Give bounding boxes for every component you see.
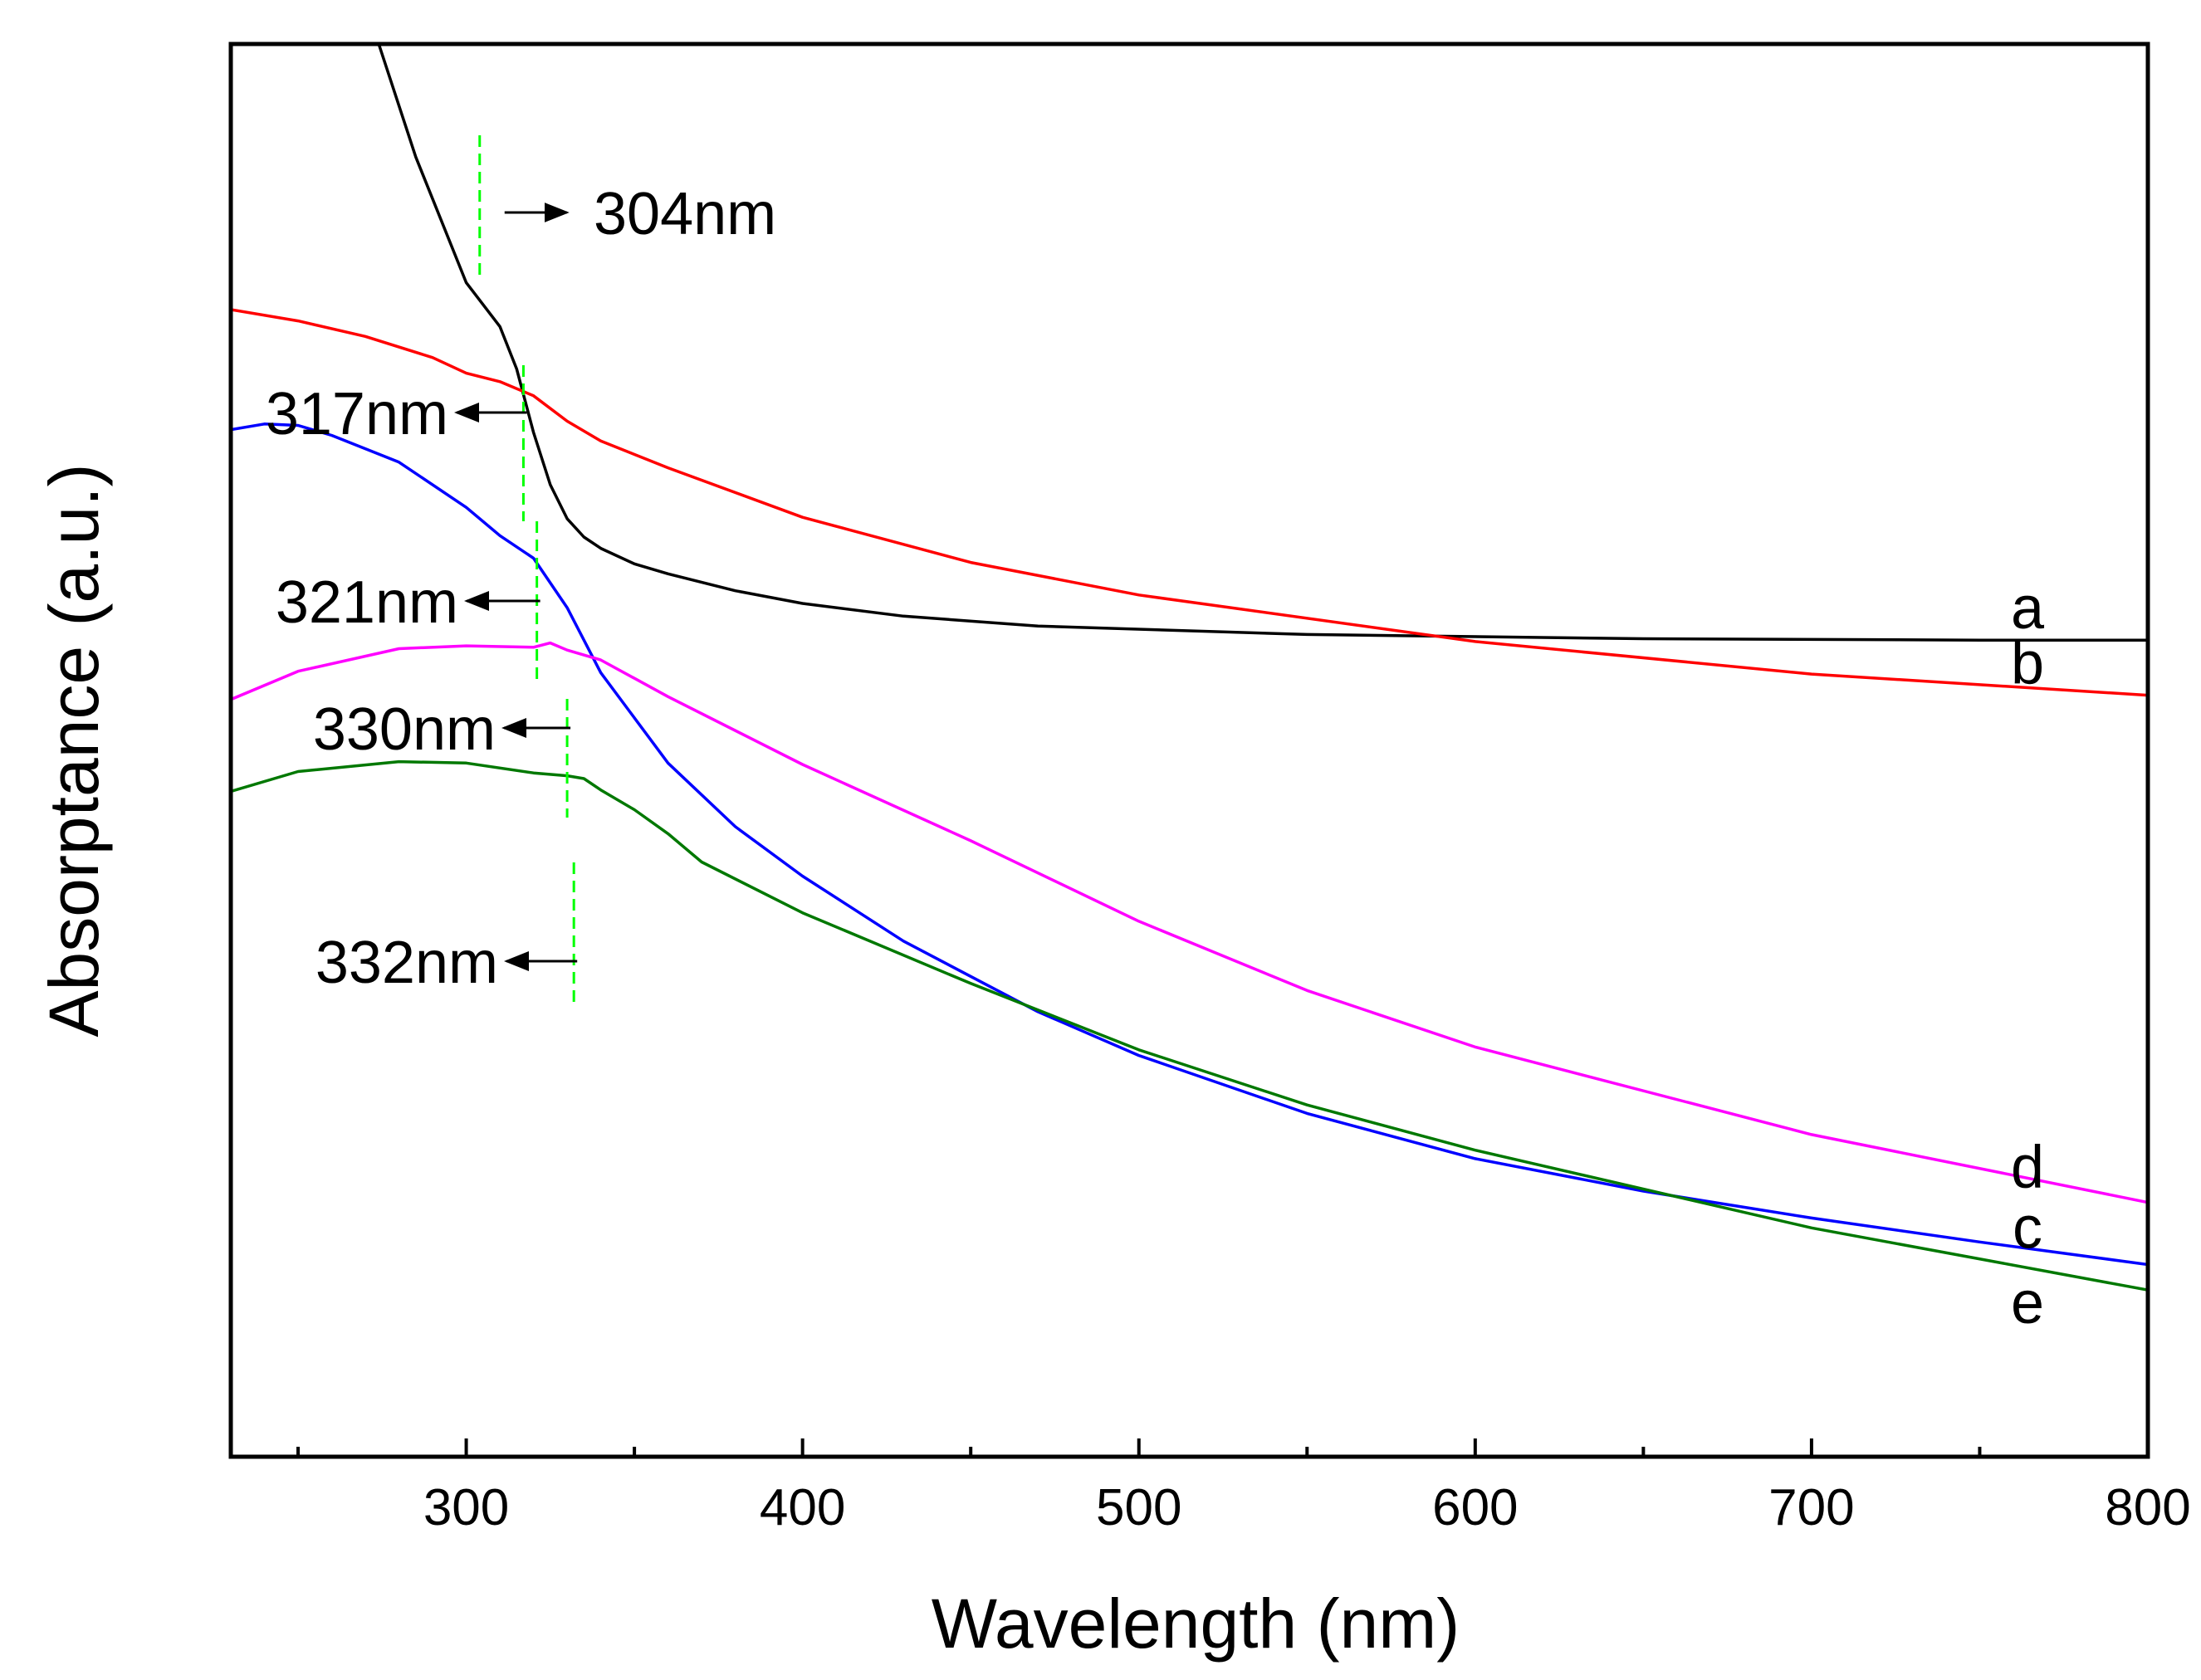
x-tick-label: 300 — [423, 1479, 509, 1536]
tick-layer: 300 400 500 600 700 800 — [296, 1438, 2191, 1536]
onset-label: 321nm — [276, 569, 458, 636]
series-label-a: a — [2011, 575, 2045, 642]
annotation-layer: 304nm 317nm 321nm 330nm 332nm — [266, 135, 776, 1007]
x-tick-label: 700 — [1768, 1479, 1854, 1536]
onset-label: 332nm — [315, 930, 498, 996]
series-label-e: e — [2011, 1270, 2044, 1336]
x-tick-label: 800 — [2105, 1479, 2190, 1536]
x-tick-label: 400 — [760, 1479, 845, 1536]
series-label-d: d — [2011, 1135, 2044, 1201]
plot-frame — [228, 42, 2150, 1459]
series-line-c — [231, 422, 2148, 1267]
x-axis-title: Wavelength (nm) — [932, 1585, 1460, 1663]
x-tick-label: 600 — [1432, 1479, 1518, 1536]
onset-label: 330nm — [313, 696, 496, 763]
series-line-d — [231, 641, 2148, 1204]
series-line-e — [231, 759, 2148, 1292]
x-tick-label: 500 — [1096, 1479, 1181, 1536]
y-axis-title: Absorptance (a.u.) — [35, 463, 113, 1037]
series-layer — [231, 44, 2148, 1292]
series-label-c: c — [2013, 1195, 2042, 1262]
series-label-b: b — [2011, 631, 2044, 697]
series-line-b — [231, 308, 2148, 697]
series-line-a — [377, 44, 2148, 642]
series-label-layer: ab cd e — [2011, 575, 2045, 1336]
onset-label: 317nm — [266, 381, 448, 447]
onset-label: 304nm — [594, 181, 776, 247]
